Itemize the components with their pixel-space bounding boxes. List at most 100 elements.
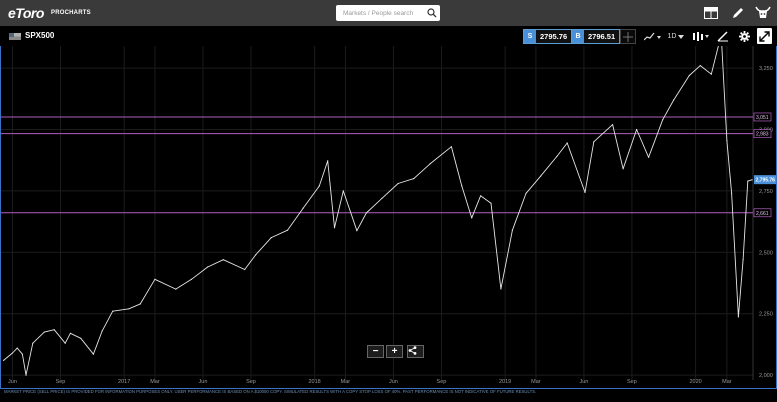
sell-price: 2795.76 [536, 30, 572, 43]
share-icon [408, 346, 417, 355]
price-point [16, 347, 18, 349]
price-point [556, 155, 558, 158]
price-point [699, 65, 701, 67]
price-point [333, 227, 336, 229]
sell-price-button[interactable]: S 2795.76 [523, 29, 573, 44]
price-point [751, 179, 753, 181]
layout-icon[interactable] [702, 4, 720, 22]
price-point [244, 268, 246, 271]
buy-label: B [572, 30, 584, 43]
price-point [318, 185, 320, 187]
price-point [429, 163, 431, 165]
price-point [566, 142, 568, 144]
price-point [461, 185, 463, 187]
price-point [737, 316, 740, 318]
x-tick-label: Jun [8, 379, 17, 385]
chevron-down-icon [678, 34, 685, 39]
price-point [270, 237, 272, 239]
price-point [673, 99, 675, 101]
x-tick-label: Mar [531, 379, 541, 385]
price-point [500, 288, 502, 290]
price-point [662, 119, 664, 121]
x-tick-label: Mar [150, 379, 160, 385]
price-point [80, 337, 82, 339]
price-point [255, 254, 257, 256]
current-price-tag [754, 175, 776, 185]
price-point [32, 342, 34, 344]
x-tick-label: Jun [579, 379, 588, 385]
fullscreen-button[interactable] [757, 28, 772, 44]
price-point [742, 259, 744, 261]
bull-icon[interactable] [754, 4, 772, 22]
x-tick-label: 2020 [689, 379, 701, 385]
settings-button[interactable] [736, 29, 752, 44]
price-point [25, 374, 27, 376]
price-point [92, 353, 94, 355]
x-tick-label: Mar [341, 379, 351, 385]
buy-price-button[interactable]: B 2796.51 [571, 29, 621, 44]
price-point [726, 140, 728, 142]
x-tick-label: Mar [722, 379, 732, 385]
level-label: 2,661 [756, 211, 769, 217]
price-line [3, 46, 753, 376]
level-label: 3,051 [756, 115, 769, 121]
line-chart-icon [644, 32, 661, 40]
price-point [688, 74, 690, 77]
chart-type-button[interactable] [643, 29, 663, 44]
price-point [222, 259, 224, 261]
price-point [53, 329, 55, 331]
crosshair-button[interactable] [620, 29, 636, 44]
drawing-tool-icon [717, 31, 728, 42]
search-box[interactable] [336, 5, 440, 21]
price-point [593, 141, 595, 143]
x-tick-label: Jun [389, 379, 398, 385]
price-point [356, 230, 358, 232]
price-point [584, 191, 586, 193]
current-price-label: 2,795.76 [756, 178, 776, 184]
price-point [101, 330, 103, 332]
price-point [128, 308, 130, 310]
price-point [69, 332, 71, 334]
price-chart[interactable]: Jun Sep 2017 Mar Jun Sep 2018 Mar Jun Sep 2019 Mar J… [0, 46, 777, 388]
crosshair-icon [623, 31, 633, 42]
y-tick-label: 2,000 [759, 373, 773, 379]
instrument-symbol[interactable]: SPX500 [25, 31, 55, 40]
x-tick-label: 2017 [118, 379, 130, 385]
y-tick-label: 2,250 [759, 312, 773, 318]
draw-tools-button[interactable] [715, 29, 731, 44]
search-input[interactable] [336, 5, 424, 21]
etoro-logo[interactable]: eToro [8, 5, 44, 21]
zoom-out-button[interactable]: − [367, 345, 384, 358]
price-point [747, 180, 749, 182]
price-chart-svg[interactable]: Jun Sep 2017 Mar Jun Sep 2018 Mar Jun Sep 2019 Mar J… [1, 46, 776, 388]
price-point [3, 359, 5, 361]
price-point [511, 229, 513, 231]
y-tick-label: 2,500 [759, 250, 773, 256]
price-point [112, 310, 114, 312]
level-label-box [753, 112, 772, 122]
price-point [43, 331, 45, 333]
search-icon[interactable] [427, 8, 437, 18]
y-tick-label: 2,750 [759, 189, 773, 195]
y-tick-label: 3,250 [759, 66, 773, 72]
app-header: eToro PROCHARTS [0, 0, 777, 26]
candles-icon [693, 32, 709, 41]
price-point [11, 352, 14, 354]
price-point [490, 202, 492, 204]
share-button[interactable] [407, 345, 424, 358]
indicators-button[interactable] [691, 29, 711, 44]
price-point [636, 128, 638, 131]
timeframe-dropdown[interactable]: 1D [666, 29, 686, 44]
price-point [175, 288, 177, 290]
price-point [381, 197, 383, 199]
price-point [413, 178, 415, 180]
chart-toolbar: SPX500 S 2795.76 B 2796.51 1D [0, 26, 777, 46]
price-point [154, 278, 156, 280]
pencil-icon[interactable] [729, 4, 747, 22]
price-point [342, 190, 344, 192]
x-tick-label: Sep [437, 379, 447, 385]
zoom-in-button[interactable]: + [386, 345, 403, 358]
x-tick-label: 2019 [499, 379, 511, 385]
price-point [525, 192, 527, 194]
price-point [21, 353, 23, 355]
